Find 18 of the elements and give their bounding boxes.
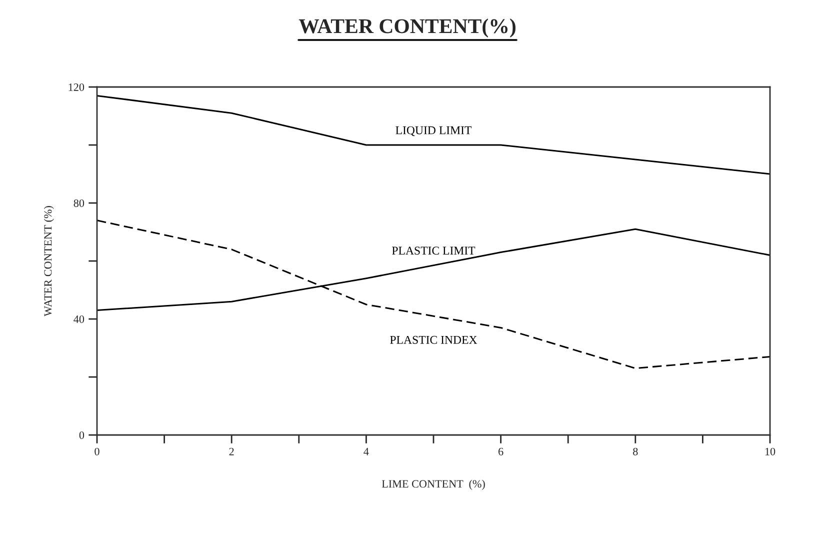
x-tick-label: 2	[229, 448, 234, 456]
x-tick-label: 8	[633, 448, 638, 456]
y-tick-label: 40	[74, 315, 84, 323]
line-series	[97, 220, 770, 370]
x-axis-title: LIME CONTENT (%)	[382, 480, 485, 490]
y-tick-label: 0	[79, 431, 84, 439]
line-series	[97, 94, 770, 175]
series-label: PLASTIC LIMIT	[392, 246, 476, 255]
chart-title: WATER CONTENT(%)	[298, 18, 516, 38]
x-tick-label: 10	[765, 448, 776, 456]
x-tick-label: 6	[498, 448, 504, 456]
series-label: PLASTIC INDEX	[390, 336, 478, 344]
x-tick-label: 0	[94, 448, 100, 456]
x-tick-label: 4	[364, 448, 369, 456]
y-tick-label: 120	[68, 83, 84, 91]
y-tick-label: 80	[74, 199, 84, 207]
y-axis-title: WATER CONTENT (%)	[44, 206, 54, 316]
series-label: LIQUID LIMIT	[396, 126, 472, 136]
